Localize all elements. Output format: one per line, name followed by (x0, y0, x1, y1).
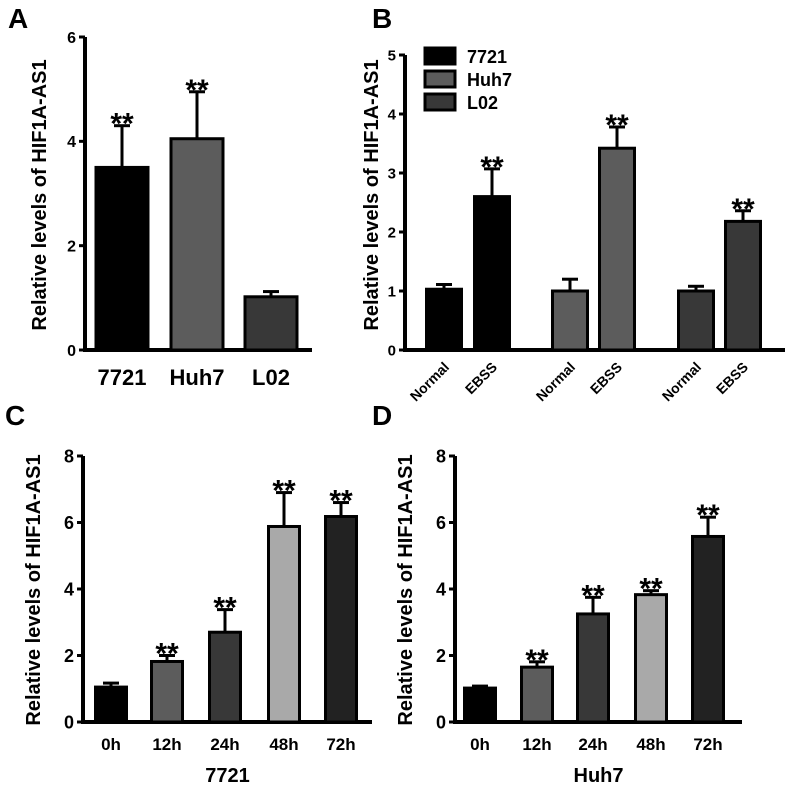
y-tick-label: 2 (67, 238, 76, 255)
legend-label: 7721 (467, 47, 507, 67)
y-axis-label: Relative levels of HIF1A-AS1 (361, 59, 383, 330)
significance-label: ** (581, 579, 605, 612)
bar (576, 612, 610, 724)
bar (94, 165, 150, 352)
bar (324, 515, 358, 724)
x-tick-label: 12h (152, 735, 181, 754)
bar (473, 195, 511, 352)
x-tick-label: EBSS (462, 359, 500, 397)
y-tick-label: 8 (64, 446, 74, 466)
y-tick-label: 6 (64, 513, 74, 533)
significance-label: ** (329, 485, 353, 518)
y-tick-label: 4 (388, 106, 397, 123)
y-axis-label: Relative levels of HIF1A-AS1 (23, 454, 45, 725)
y-axis-label: Relative levels of HIF1A-AS1 (395, 454, 417, 725)
y-tick-label: 2 (436, 646, 446, 666)
significance-label: ** (185, 74, 209, 107)
y-axis-label: Relative levels of HIF1A-AS1 (29, 59, 51, 330)
panel-label: D (372, 400, 392, 431)
bar (691, 534, 725, 724)
x-tick-label: Huh7 (170, 365, 225, 390)
legend-swatch (423, 46, 457, 66)
significance-label: ** (213, 592, 237, 625)
panel-label: C (5, 400, 25, 431)
legend-label: Huh7 (467, 70, 512, 90)
bar (551, 289, 589, 352)
legend-swatch (423, 92, 457, 112)
y-tick-label: 4 (64, 579, 74, 599)
x-tick-label: EBSS (587, 359, 625, 397)
x-tick-label: Normal (407, 359, 452, 404)
bar (243, 295, 299, 352)
significance-label: ** (605, 109, 629, 142)
x-tick-label: 72h (693, 735, 722, 754)
significance-label: ** (110, 108, 134, 141)
significance-label: ** (272, 475, 296, 508)
significance-label: ** (525, 644, 549, 677)
bar (150, 659, 184, 724)
bar (208, 630, 242, 724)
bar (425, 287, 463, 352)
legend-label: L02 (467, 93, 498, 113)
x-tick-label: 0h (470, 735, 490, 754)
y-tick-label: 0 (436, 712, 446, 732)
y-tick-label: 0 (388, 342, 396, 359)
x-tick-label: 48h (269, 735, 298, 754)
bar (169, 137, 225, 352)
significance-label: ** (696, 499, 720, 532)
bar (634, 593, 668, 724)
legend-swatch (423, 69, 457, 89)
bar (267, 524, 301, 724)
y-tick-label: 5 (388, 47, 396, 64)
bar (724, 219, 762, 352)
bar (463, 686, 497, 724)
y-tick-label: 0 (67, 343, 76, 360)
x-tick-label: EBSS (713, 359, 751, 397)
x-tick-label: 48h (636, 735, 665, 754)
bar (598, 146, 636, 352)
x-tick-label: Normal (533, 359, 578, 404)
x-tick-label: Normal (659, 359, 704, 404)
x-tick-label: L02 (252, 365, 290, 390)
bar (677, 289, 715, 352)
panel-label: A (8, 3, 28, 34)
x-tick-label: 24h (210, 735, 239, 754)
x-tick-label: 12h (522, 735, 551, 754)
significance-label: ** (639, 573, 663, 606)
y-tick-label: 2 (64, 646, 74, 666)
y-tick-label: 3 (388, 165, 396, 182)
x-tick-label: 0h (101, 735, 121, 754)
significance-label: ** (155, 638, 179, 671)
y-tick-label: 6 (436, 513, 446, 533)
panel-label: B (372, 3, 392, 34)
significance-label: ** (731, 193, 755, 226)
x-axis-label: 7721 (205, 765, 250, 787)
y-tick-label: 2 (388, 224, 396, 241)
x-tick-label: 24h (578, 735, 607, 754)
y-tick-label: 4 (67, 134, 76, 151)
bar (94, 685, 128, 724)
x-axis-label: Huh7 (574, 765, 624, 787)
x-tick-label: 72h (326, 735, 355, 754)
y-tick-label: 6 (67, 30, 76, 47)
y-tick-label: 1 (388, 283, 396, 300)
y-tick-label: 0 (64, 712, 74, 732)
significance-label: ** (480, 151, 504, 184)
x-tick-label: 7721 (98, 365, 147, 390)
y-tick-label: 4 (436, 579, 446, 599)
bar (520, 665, 554, 724)
y-tick-label: 8 (436, 446, 446, 466)
